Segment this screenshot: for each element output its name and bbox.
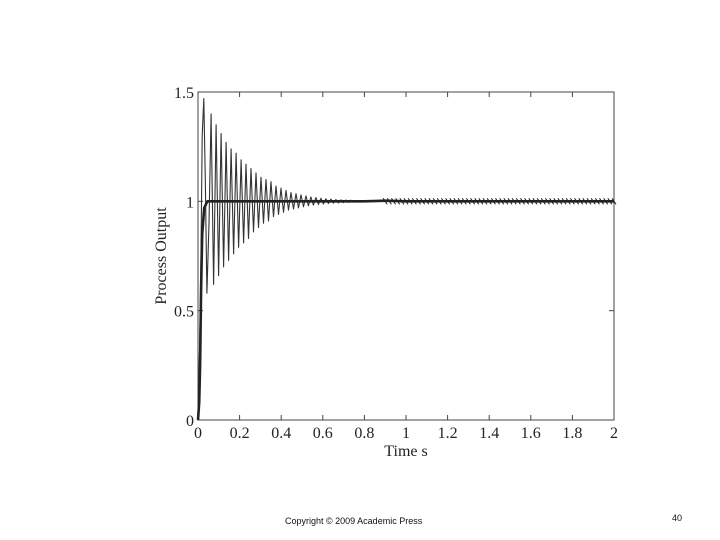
series-marker — [532, 198, 538, 205]
series-line-1 — [197, 98, 614, 421]
x-tick-label: 2 — [610, 425, 618, 442]
series-marker — [436, 198, 442, 205]
page-number: 40 — [672, 513, 683, 523]
series-marker — [557, 198, 563, 205]
x-tick-label: 0 — [194, 425, 202, 442]
series-marker — [416, 198, 421, 205]
x-tick-label: 1.4 — [479, 425, 499, 442]
series-marker — [407, 198, 413, 205]
series-marker — [486, 198, 492, 205]
series-marker — [507, 198, 513, 205]
series-marker — [582, 198, 588, 205]
series-marker — [441, 198, 446, 205]
series-marker — [594, 198, 600, 205]
series-marker — [453, 198, 459, 205]
series-marker — [490, 198, 496, 205]
series-marker — [482, 198, 488, 205]
series-marker — [599, 198, 604, 205]
x-tick-label: 1.2 — [438, 425, 458, 442]
series-marker — [515, 198, 521, 205]
series-marker — [574, 198, 579, 205]
series-marker — [607, 198, 613, 205]
series-marker — [470, 198, 475, 205]
y-tick-label: 1 — [186, 194, 194, 211]
series-marker — [382, 198, 388, 205]
series-marker — [457, 198, 463, 205]
x-tick-label: 1.6 — [521, 425, 541, 442]
series-marker — [511, 198, 517, 205]
series-marker — [540, 198, 546, 205]
series-marker — [520, 198, 525, 205]
series-marker — [432, 198, 438, 205]
series-marker — [561, 198, 567, 205]
series-marker — [399, 198, 405, 205]
series-marker — [395, 198, 401, 205]
series-marker — [549, 198, 555, 205]
series-marker — [478, 198, 484, 205]
y-tick-label: 0 — [186, 413, 194, 430]
series-marker — [465, 198, 471, 205]
series-marker — [495, 198, 500, 205]
series-marker — [578, 198, 584, 205]
x-axis-label: Time s — [384, 443, 427, 460]
series-marker — [536, 198, 542, 205]
series-marker — [449, 198, 455, 205]
x-tick-label: 0.8 — [354, 425, 374, 442]
ticks-layer: 0 0.2 0.4 0.6 0.8 1 1.2 1.4 1.6 1.8 2 0 0.5 1 1.5 — [174, 85, 618, 442]
y-tick-label: 0.5 — [174, 304, 194, 321]
series-marker — [420, 198, 426, 205]
series-marker — [565, 198, 571, 205]
x-tick-label: 0.4 — [271, 425, 291, 442]
series-marker — [445, 198, 451, 205]
series-marker — [503, 198, 509, 205]
series-marker — [411, 198, 417, 205]
series-marker — [611, 198, 617, 205]
series-marker — [474, 198, 480, 205]
copyright-text: Copyright © 2009 Academic Press — [285, 516, 423, 526]
x-tick-label: 1 — [402, 425, 410, 442]
series-marker — [391, 198, 396, 205]
series-line-2 — [196, 199, 614, 421]
series-marker — [603, 198, 609, 205]
series-marker — [428, 198, 434, 205]
series-marker — [461, 198, 467, 205]
series-marker — [524, 198, 530, 205]
series-marker — [499, 198, 505, 205]
series-marker — [424, 198, 430, 205]
x-tick-label: 0.6 — [313, 425, 333, 442]
series-marker — [528, 198, 534, 205]
series-marker — [386, 198, 392, 205]
y-tick-label: 1.5 — [174, 85, 194, 102]
series-marker — [545, 198, 550, 205]
y-axis-label: Process Output — [153, 207, 170, 305]
series-marker — [569, 198, 575, 205]
series-marker — [403, 198, 409, 205]
series-marker — [590, 198, 596, 205]
series-marker — [553, 198, 559, 205]
x-tick-label: 1.8 — [562, 425, 582, 442]
series-layer — [196, 98, 617, 421]
plot-frame — [197, 91, 615, 421]
series-marker — [586, 198, 592, 205]
x-tick-label: 0.2 — [230, 425, 250, 442]
